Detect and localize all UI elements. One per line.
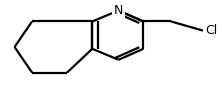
Text: N: N (114, 4, 123, 17)
Text: Cl: Cl (205, 24, 217, 37)
